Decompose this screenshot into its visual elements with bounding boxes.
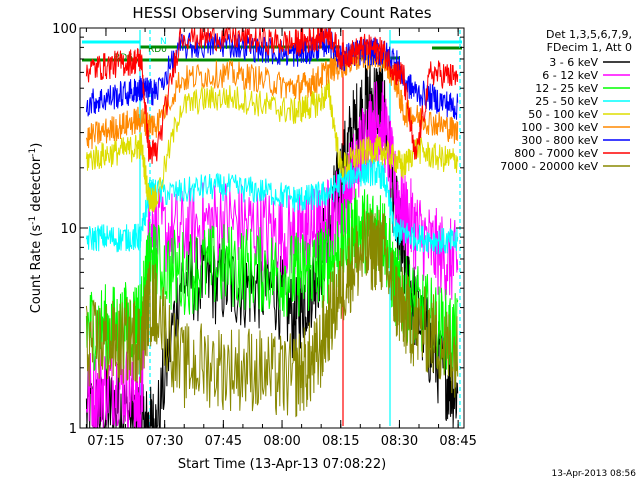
legend-entry-label: 300 - 800 keV bbox=[521, 134, 598, 147]
y-tick-label: 100 bbox=[52, 22, 77, 37]
x-tick-label: 07:30 bbox=[146, 434, 183, 449]
y-axis-label-sup: -1 bbox=[28, 216, 38, 225]
y-tick-label: 1 bbox=[69, 422, 77, 437]
x-tick-label: 08:30 bbox=[381, 434, 418, 449]
series-line bbox=[85, 42, 459, 150]
y-axis-label-close: ) bbox=[29, 143, 44, 148]
series-line bbox=[85, 79, 459, 213]
x-tick-label: 08:00 bbox=[263, 434, 300, 449]
y-axis-label-main: Count Rate (s bbox=[29, 225, 44, 314]
chart-title: HESSI Observing Summary Count Rates bbox=[132, 4, 431, 22]
legend-entry-label: 7000 - 20000 keV bbox=[500, 160, 598, 173]
flag-label-rd0: RD0 bbox=[148, 45, 167, 55]
y-tick-label: 10 bbox=[60, 222, 77, 237]
axes-layer: 1 10 100 07:15 07:30 07:45 08:00 08:15 08:30 08:4… bbox=[52, 22, 477, 449]
legend-entry-label: 12 - 25 keV bbox=[535, 82, 598, 95]
timestamp: 13-Apr-2013 08:56 bbox=[552, 469, 637, 479]
legend-entry-label: 3 - 6 keV bbox=[549, 56, 598, 69]
series-line bbox=[85, 207, 459, 418]
x-tick-label: 07:15 bbox=[87, 434, 124, 449]
y-axis-label: Count Rate (s-1 detector-1) bbox=[28, 143, 44, 314]
series-line bbox=[85, 158, 459, 255]
legend-entry-label: 6 - 12 keV bbox=[542, 69, 598, 82]
series-layer bbox=[85, 26, 459, 429]
legend-header: FDecim 1, Att 0 bbox=[547, 41, 632, 54]
legend-entry-label: 50 - 100 keV bbox=[528, 108, 598, 121]
legend-header: Det 1,3,5,6,7,9, bbox=[546, 28, 632, 41]
legend: Det 1,3,5,6,7,9,FDecim 1, Att 0 3 - 6 keV… bbox=[500, 28, 632, 173]
legend-entry-label: 800 - 7000 keV bbox=[514, 147, 598, 160]
legend-entry-label: 25 - 50 keV bbox=[535, 95, 598, 108]
x-tick-label: 08:45 bbox=[439, 434, 476, 449]
x-axis-label: Start Time (13-Apr-13 07:08:22) bbox=[178, 457, 386, 472]
y-axis-label-tail: detector bbox=[29, 156, 44, 216]
legend-entry-label: 100 - 300 keV bbox=[521, 121, 598, 134]
x-tick-label: 08:15 bbox=[322, 434, 359, 449]
series-line bbox=[85, 26, 459, 164]
y-axis-label-sup-2: -1 bbox=[28, 148, 38, 157]
flag-label-n: N bbox=[160, 37, 167, 47]
x-tick-label: 07:45 bbox=[205, 434, 242, 449]
